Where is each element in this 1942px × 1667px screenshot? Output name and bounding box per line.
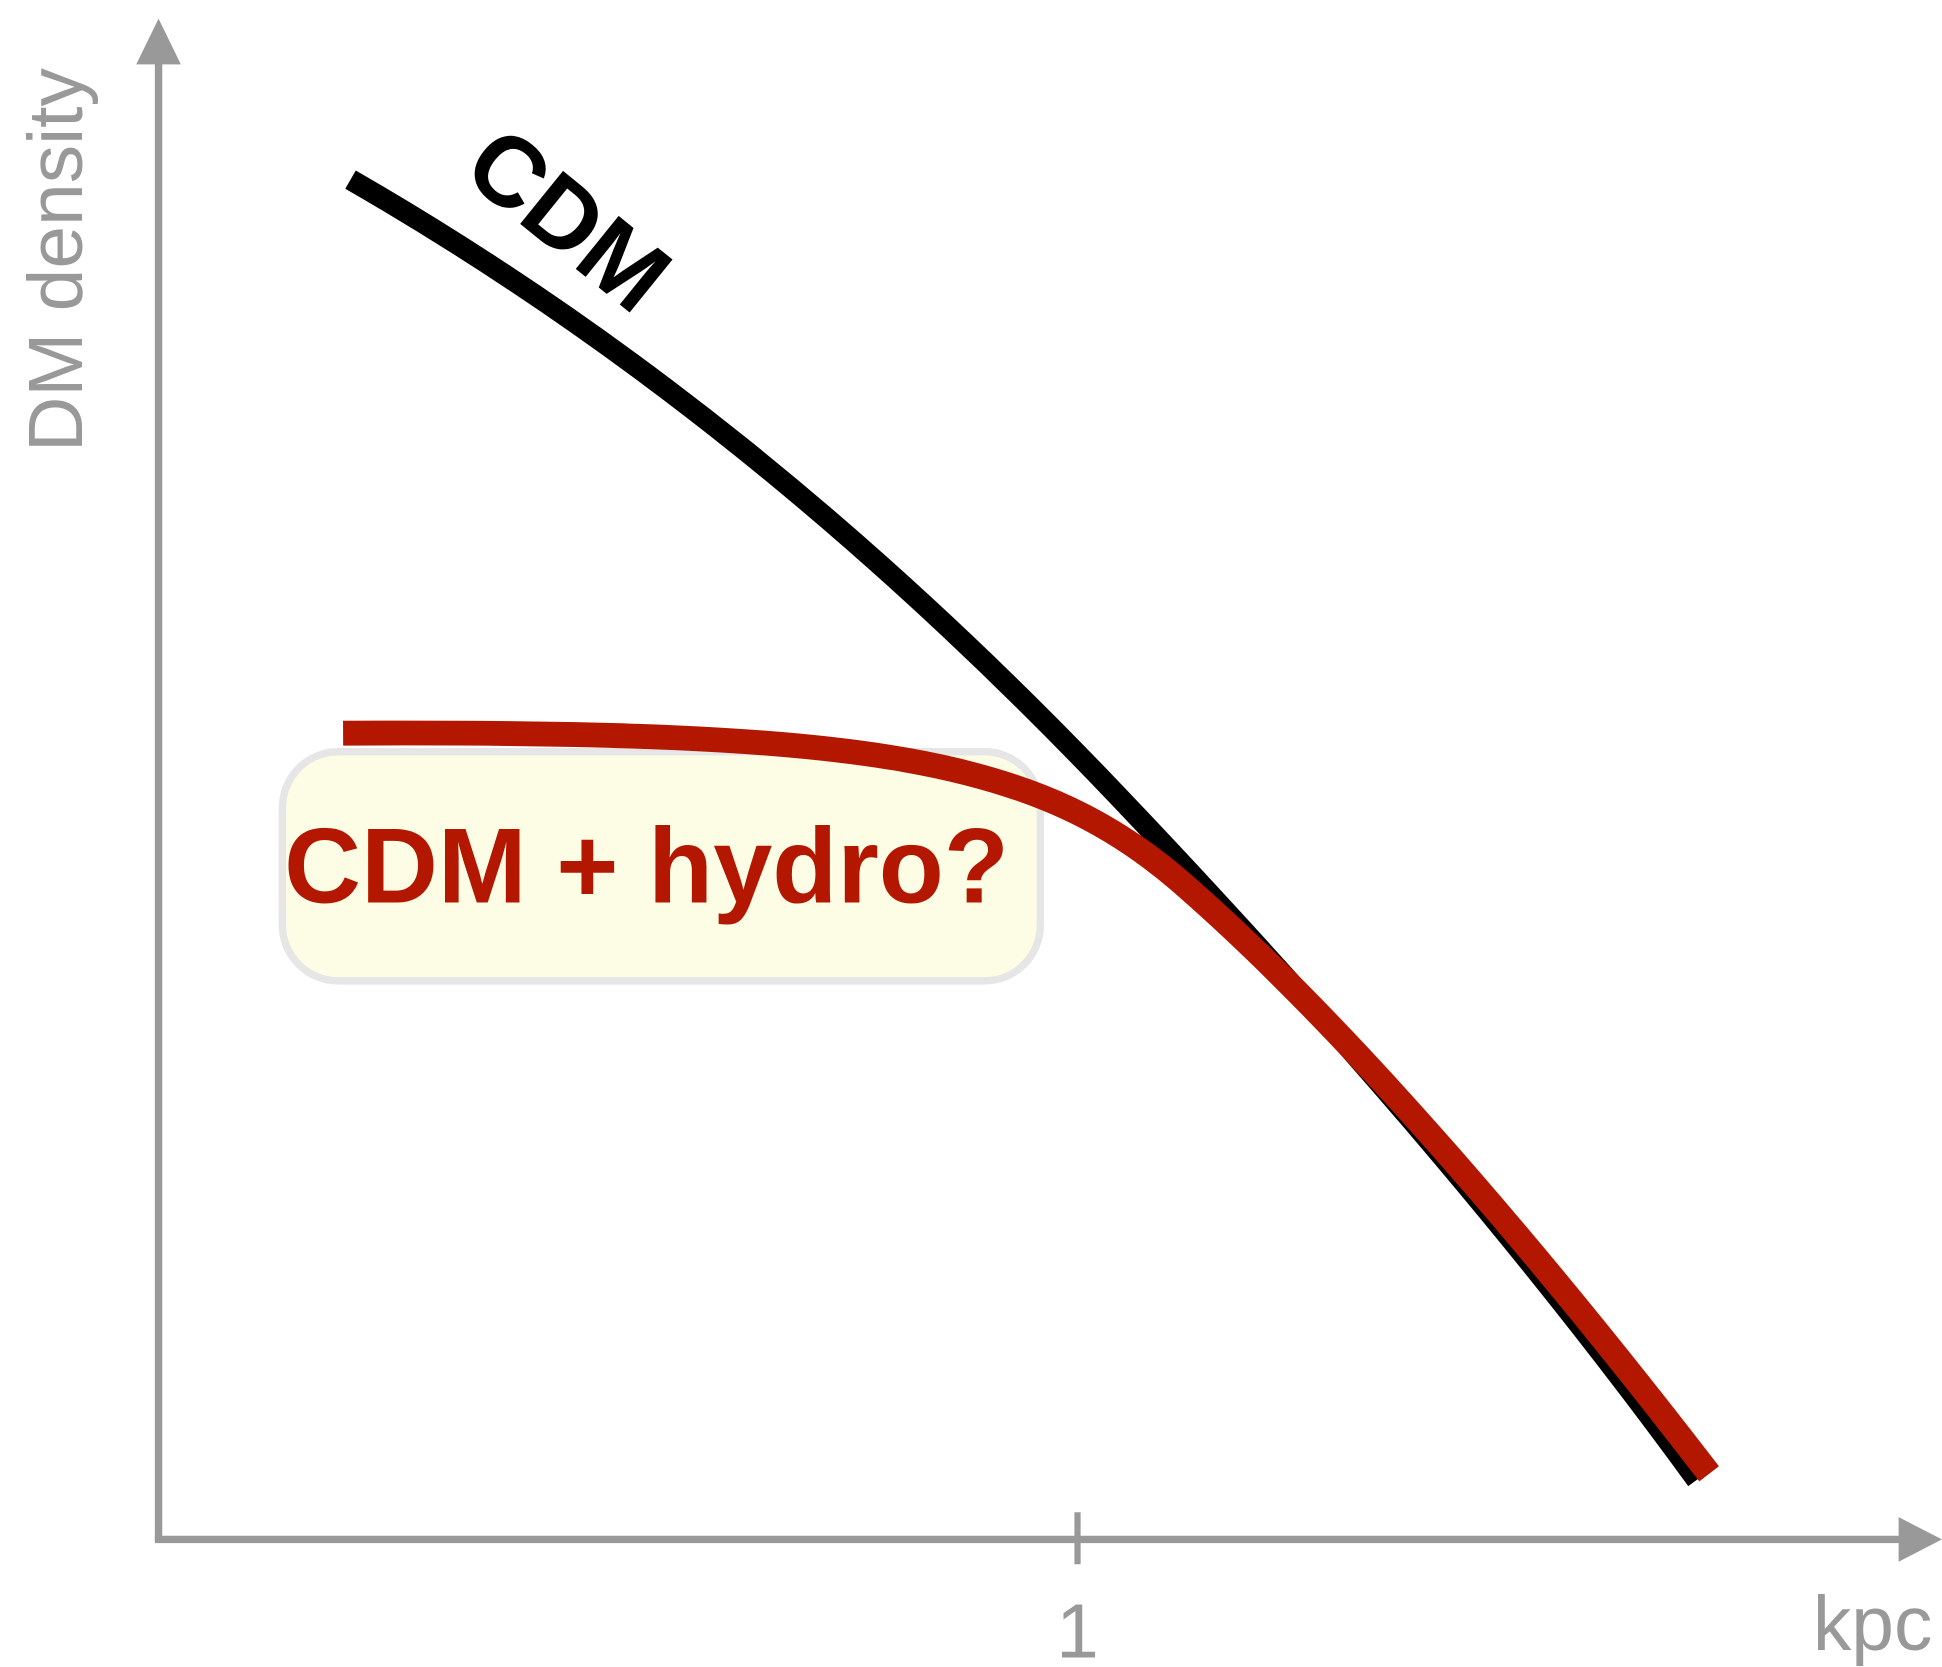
- x-tick-label: 1: [1056, 1589, 1099, 1667]
- cdm-label: CDM: [446, 105, 691, 333]
- y-axis-label: DM density: [13, 68, 99, 453]
- x-axis-label: kpc: [1813, 1581, 1932, 1667]
- hydro-label: CDM + hydro?: [284, 807, 1009, 926]
- label-box: [278, 748, 1045, 985]
- y-axis-arrow: [136, 18, 181, 65]
- hydro-curve: [343, 720, 1719, 1482]
- x-axis-arrow: [1898, 1517, 1942, 1562]
